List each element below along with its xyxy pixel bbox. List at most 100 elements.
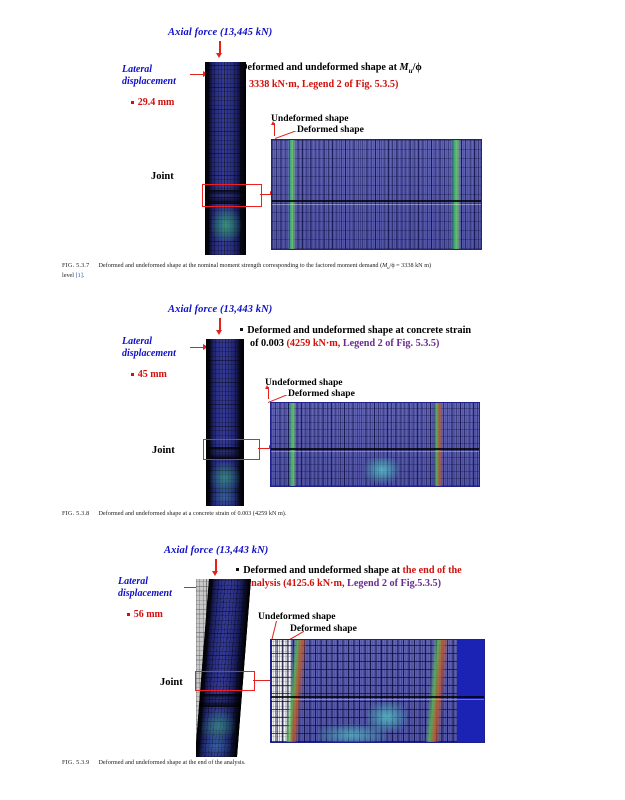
caption-text-1b: = 3338 kN m)	[394, 262, 432, 269]
bullet-description-1: Deformed and undeformed shape at Mu/ϕ ( …	[233, 61, 422, 91]
lateral-line-1: Lateral	[122, 64, 152, 75]
caption-number-2: FIG. 5.3.8	[62, 510, 90, 517]
bullet-line-2-purple-3: Legend 2 of Fig.5.3.5)	[347, 578, 441, 590]
panel-joint-line-light-2	[271, 451, 479, 452]
undeformed-shape-label-2: Undeformed shape	[265, 377, 343, 388]
joint-callout-shaft-2	[258, 448, 271, 450]
caption-math-tail-1: /ϕ	[389, 262, 395, 269]
mesh-joint-band-2	[206, 447, 244, 459]
axial-arrow-head-2	[215, 330, 222, 335]
caption-text-3a: Deformed and undeformed shape at the end…	[98, 759, 246, 766]
figure-caption-1: FIG. 5.3.7 Deformed and undeformed shape …	[62, 262, 562, 281]
joint-highlight-rect-2	[203, 439, 260, 460]
red-square-bullet-icon-3	[127, 612, 131, 616]
panel-teal-glow-2	[365, 457, 399, 483]
displacement-value-row-3: 56 mm	[127, 609, 163, 620]
bullet-math-sub: u	[408, 67, 413, 76]
bullet-line-2-purple-2: Legend 2 of Fig. 5.3.5)	[342, 338, 440, 350]
bullet-line-2-red-2: (4259 kN·m,	[286, 338, 343, 350]
panel-deep-blue-region-3	[457, 640, 484, 742]
bullet-line-1-black-3: Deformed and undeformed shape at	[243, 565, 403, 576]
lateral-arrow-shaft-3	[184, 586, 198, 589]
bullet-line-2-3: analysis (4125.6 kN·m, Legend 2 of Fig.5…	[236, 577, 462, 590]
undeformed-pointer-2	[268, 387, 270, 399]
bullet-description-3: Deformed and undeformed shape at the end…	[236, 564, 462, 590]
joint-detail-panel-1	[271, 139, 482, 250]
bullet-line-2: ( 3338 kN·m, Legend 2 of Fig. 5.3.5)	[233, 78, 422, 91]
mesh-green-glow	[211, 208, 241, 242]
displacement-value-2: 45 mm	[137, 369, 167, 380]
joint-label-1: Joint	[151, 171, 174, 182]
black-square-bullet-icon-3	[236, 568, 240, 572]
caption-number-3: FIG. 5.3.9	[62, 759, 90, 766]
lateral-line-1-3: Lateral	[118, 576, 148, 587]
mesh-joint-band	[205, 190, 246, 204]
joint-detail-panel-3	[270, 639, 485, 743]
axial-arrow-shaft	[219, 41, 221, 54]
undeformed-pointer-1	[274, 123, 276, 136]
undeformed-pointer-head-1	[271, 121, 276, 125]
bullet-line-2-red-3: analysis (4125.6 kN·m,	[246, 578, 348, 590]
displacement-value-3: 56 mm	[133, 609, 163, 620]
lateral-arrow-shaft-2	[190, 346, 204, 349]
lateral-line-2: displacement	[122, 75, 176, 87]
mesh-teal-glow-2	[212, 489, 238, 505]
joint-callout-shaft-3	[253, 680, 272, 682]
bullet-line-2-2: of 0.003 (4259 kN·m, Legend 2 of Fig. 5.…	[240, 337, 471, 350]
figure-block-5-3-9: Axial force (13,443 kN) Lateral displace…	[0, 535, 625, 800]
deformed-shape-label-2: Deformed shape	[288, 388, 355, 399]
caption-text-2a: Deformed and undeformed shape at a concr…	[98, 510, 287, 517]
panel-band-left-2	[289, 403, 296, 486]
panel-band-right-2	[434, 403, 443, 486]
undeformed-shape-label-3: Undeformed shape	[258, 611, 336, 622]
joint-detail-panel-2	[270, 402, 480, 487]
bullet-math-tail: /ϕ	[412, 62, 422, 73]
panel-teal-glow-lower-3	[317, 724, 387, 742]
lateral-line-2-2: displacement	[122, 347, 176, 359]
bullet-line-1-text-2: Deformed and undeformed shape at concret…	[247, 325, 472, 336]
panel-band-left	[288, 140, 296, 249]
red-square-bullet-icon-2	[131, 372, 135, 376]
axial-force-label: Axial force (13,445 kN)	[168, 27, 273, 38]
joint-highlight-rect-3	[195, 671, 255, 691]
column-mesh-image-1	[205, 62, 246, 255]
red-square-bullet-icon	[131, 100, 135, 104]
lateral-arrow-head-2	[203, 343, 208, 350]
lateral-line-2-3: displacement	[118, 587, 172, 599]
deformed-shape-label-3: Deformed shape	[290, 623, 357, 634]
undeformed-shape-label-1: Undeformed shape	[271, 113, 349, 124]
lateral-displacement-label-2: Lateral displacement	[122, 336, 176, 359]
joint-callout-shaft-1	[260, 194, 272, 196]
caption-text-1d: .	[82, 272, 85, 280]
panel-joint-line-light	[272, 204, 481, 205]
mesh-joint-band-3	[198, 694, 242, 707]
panel-mesh-horizontal	[272, 140, 481, 249]
caption-math-base-1: M	[382, 262, 388, 269]
bullet-math-base: M	[399, 62, 409, 73]
joint-label-3: Joint	[160, 677, 183, 688]
panel-joint-line	[272, 200, 481, 202]
mesh-edge-left	[205, 62, 212, 255]
caption-math-sub-1: u	[387, 265, 390, 271]
panel-band-right	[451, 140, 461, 249]
figure-caption-2: FIG. 5.3.8 Deformed and undeformed shape …	[62, 510, 562, 518]
mesh-edge-left-2	[206, 339, 213, 506]
displacement-value: 29.4 mm	[137, 97, 175, 108]
joint-highlight-rect-1	[202, 184, 262, 207]
bullet-line-2-black-2: of 0.003	[250, 338, 287, 350]
deformed-pointer-1	[275, 131, 297, 139]
caption-reference-1: [1]	[75, 272, 83, 280]
bullet-line-1: Deformed and undeformed shape at Mu/ϕ	[233, 61, 422, 78]
figure-caption-3: FIG. 5.3.9 Deformed and undeformed shape …	[62, 759, 562, 767]
bullet-line-1-red-3: the end of the	[402, 565, 462, 576]
undeformed-pointer-head-2	[265, 385, 270, 389]
bullet-line-1-2: Deformed and undeformed shape at concret…	[240, 324, 471, 337]
column-mesh-image-2	[206, 339, 244, 506]
caption-number-1: FIG. 5.3.7	[62, 262, 90, 269]
caption-text-1c: level	[62, 272, 76, 280]
axial-force-label-3: Axial force (13,443 kN)	[164, 545, 269, 556]
axial-arrow-shaft-3	[215, 559, 217, 572]
bullet-line-1-text: Deformed and undeformed shape at	[240, 62, 400, 73]
deformed-shape-label-1: Deformed shape	[297, 124, 364, 135]
column-mesh-image-3	[196, 579, 256, 757]
